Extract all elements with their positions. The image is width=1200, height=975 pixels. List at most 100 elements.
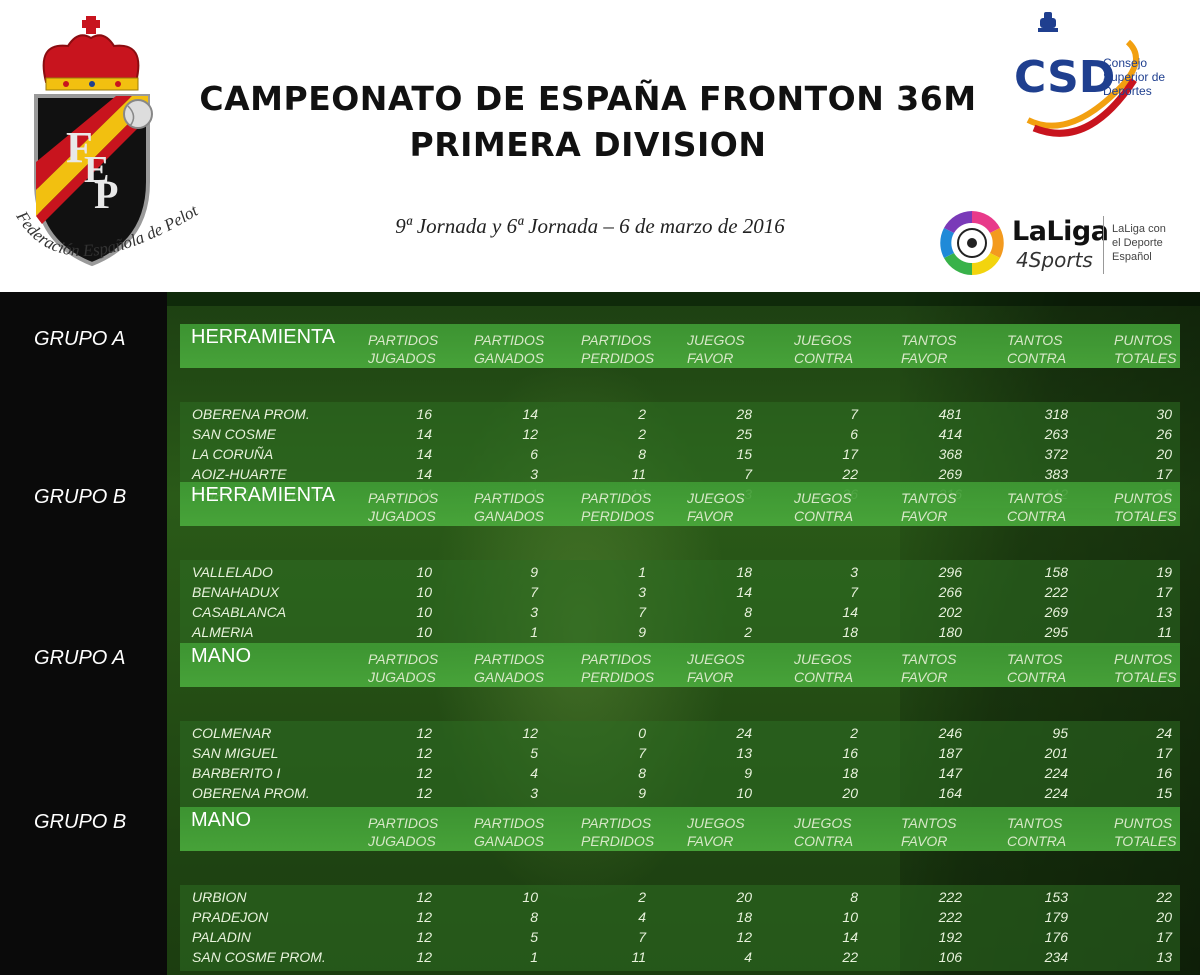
stat-cell: 7 xyxy=(744,466,752,482)
laliga-divider xyxy=(1103,216,1104,274)
team-name: OBERENA PROM. xyxy=(192,406,310,422)
column-header-line: TANTOS xyxy=(901,815,957,831)
stat-cell: 20 xyxy=(736,889,752,905)
group-label: GRUPO A xyxy=(34,328,126,350)
stat-cell: 3 xyxy=(850,564,858,580)
stat-cell: 18 xyxy=(736,909,752,925)
column-header: PARTIDOS PERDIDOS xyxy=(581,650,681,686)
team-name: COLMENAR xyxy=(192,725,272,741)
stat-cell: 8 xyxy=(850,889,858,905)
column-header-line: FAVOR xyxy=(901,508,948,524)
team-name: ALMERIA xyxy=(192,624,254,640)
column-header-line: PERDIDOS xyxy=(581,669,655,685)
stat-cell: 2 xyxy=(744,624,752,640)
table-header-band xyxy=(180,807,1180,851)
column-header: PARTIDOS GANADOS xyxy=(474,650,574,686)
stat-cell: 18 xyxy=(736,564,752,580)
column-header: JUEGOS CONTRA xyxy=(794,489,894,525)
column-header-line: PARTIDOS xyxy=(581,490,652,506)
stat-cell: 10 xyxy=(416,624,432,640)
stat-cell: 14 xyxy=(736,584,752,600)
stat-cell: 7 xyxy=(638,604,646,620)
stat-cell: 10 xyxy=(842,909,858,925)
stat-cell: 10 xyxy=(416,584,432,600)
stat-cell: 8 xyxy=(638,765,646,781)
column-header-line: PUNTOS xyxy=(1114,651,1173,667)
stat-cell: 3 xyxy=(638,584,646,600)
stat-cell: 201 xyxy=(1044,745,1068,761)
stat-cell: 414 xyxy=(938,426,962,442)
column-header: PARTIDOS PERDIDOS xyxy=(581,331,681,367)
column-header: TANTOS CONTRA xyxy=(1007,650,1107,686)
column-header-line: GANADOS xyxy=(474,833,545,849)
column-header-line: JUEGOS xyxy=(687,815,745,831)
column-header: PUNTOS TOTALES xyxy=(1114,331,1200,367)
column-header: JUEGOS FAVOR xyxy=(687,650,787,686)
stat-cell: 14 xyxy=(416,446,432,462)
stat-cell: 222 xyxy=(1044,584,1068,600)
column-header-line: CONTRA xyxy=(794,833,854,849)
column-header: TANTOS FAVOR xyxy=(901,331,1001,367)
team-name: BENAHADUX xyxy=(192,584,280,600)
stat-cell: 14 xyxy=(522,406,538,422)
column-header-line: TANTOS xyxy=(1007,651,1063,667)
column-header-line: JUGADOS xyxy=(368,508,436,524)
stat-cell: 14 xyxy=(416,466,432,482)
stat-cell: 17 xyxy=(1156,466,1172,482)
csd-acronym: CSD xyxy=(1014,52,1115,103)
stat-cell: 12 xyxy=(416,929,432,945)
column-header-line: FAVOR xyxy=(687,669,734,685)
group-label: GRUPO A xyxy=(34,647,126,669)
stat-cell: 30 xyxy=(1156,406,1172,422)
stat-cell: 6 xyxy=(530,446,538,462)
stat-cell: 25 xyxy=(736,426,752,442)
stat-cell: 12 xyxy=(416,909,432,925)
stat-cell: 12 xyxy=(416,765,432,781)
team-name: CASABLANCA xyxy=(192,604,287,620)
column-header-line: JUEGOS xyxy=(687,490,745,506)
left-dark-panel xyxy=(0,292,167,975)
column-header: PARTIDOS PERDIDOS xyxy=(581,814,681,850)
column-header-line: PARTIDOS xyxy=(581,815,652,831)
column-header: JUEGOS FAVOR xyxy=(687,489,787,525)
stat-cell: 7 xyxy=(850,406,858,422)
team-name: BARBERITO I xyxy=(192,765,281,781)
stat-cell: 14 xyxy=(842,929,858,945)
stat-cell: 269 xyxy=(1044,604,1068,620)
column-header-line: PERDIDOS xyxy=(581,833,655,849)
page-subtitle: 9ª Jornada y 6ª Jornada – 6 de marzo de … xyxy=(395,214,785,238)
stat-cell: 164 xyxy=(938,785,962,801)
stat-cell: 18 xyxy=(842,765,858,781)
stat-cell: 176 xyxy=(1044,929,1068,945)
column-header-line: TANTOS xyxy=(1007,332,1063,348)
column-header: PARTIDOS JUGADOS xyxy=(368,814,468,850)
column-header: PARTIDOS GANADOS xyxy=(474,489,574,525)
column-header: PUNTOS TOTALES xyxy=(1114,814,1200,850)
stat-cell: 224 xyxy=(1044,785,1068,801)
stat-cell: 12 xyxy=(416,725,432,741)
table-header-band xyxy=(180,643,1180,687)
svg-text:E: E xyxy=(84,149,109,191)
stat-cell: 17 xyxy=(1156,745,1172,761)
column-header-line: CONTRA xyxy=(1007,833,1067,849)
stat-cell: 11 xyxy=(631,466,646,482)
column-header-line: CONTRA xyxy=(794,350,854,366)
stat-cell: 16 xyxy=(416,406,432,422)
column-header-line: PUNTOS xyxy=(1114,815,1173,831)
stat-cell: 263 xyxy=(1044,426,1068,442)
column-header: PUNTOS TOTALES xyxy=(1114,489,1200,525)
stat-cell: 2 xyxy=(850,725,858,741)
title-line-1: CAMPEONATO DE ESPAÑA FRONTON 36M xyxy=(199,79,977,118)
fep-shield-logo: F E P Federación Española de Pelota xyxy=(6,12,202,267)
table-body-band xyxy=(180,560,1180,646)
csd-name: Consejo Superior de Deportes xyxy=(1103,56,1193,98)
stat-cell: 12 xyxy=(522,426,538,442)
stat-cell: 224 xyxy=(1044,765,1068,781)
column-header-line: CONTRA xyxy=(1007,669,1067,685)
csd-logo: CSD xyxy=(1014,12,1139,137)
stat-cell: 12 xyxy=(416,889,432,905)
column-header-line: JUEGOS xyxy=(794,815,852,831)
stat-cell: 318 xyxy=(1044,406,1068,422)
team-name: SAN COSME PROM. xyxy=(192,949,326,965)
stat-cell: 24 xyxy=(736,725,752,741)
